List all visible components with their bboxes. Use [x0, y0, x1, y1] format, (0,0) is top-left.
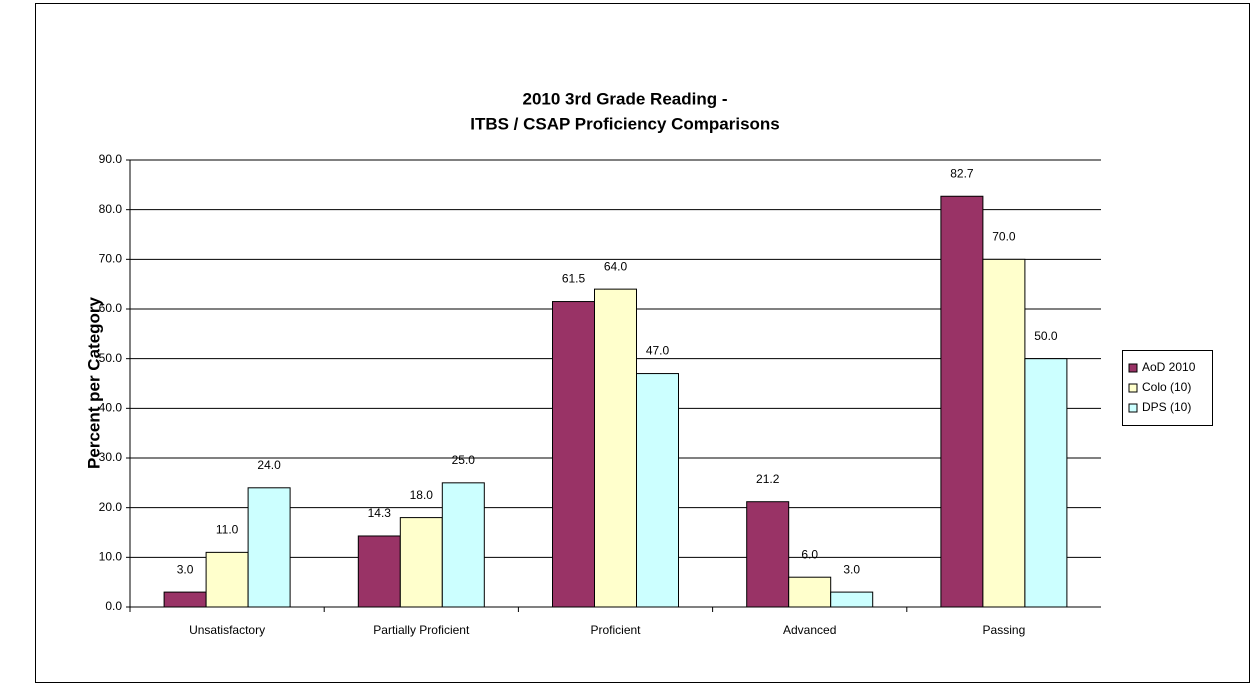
data-label: 47.0	[646, 344, 670, 358]
bar	[1024, 358, 1068, 608]
data-label: 3.0	[177, 562, 194, 576]
y-tick-label: 70.0	[99, 252, 123, 266]
bar	[552, 301, 595, 608]
bar	[441, 482, 485, 608]
y-tick-label: 10.0	[99, 550, 123, 564]
y-tick-label: 30.0	[99, 450, 123, 464]
legend-swatch	[1128, 363, 1138, 373]
y-tick-label: 40.0	[99, 401, 123, 415]
data-label: 21.2	[756, 472, 780, 486]
bar	[357, 535, 401, 608]
x-tick-label: Unsatisfactory	[189, 623, 265, 637]
y-tick-label: 90.0	[99, 152, 123, 166]
bar	[247, 487, 291, 608]
bar	[982, 258, 1026, 608]
data-label: 11.0	[216, 523, 239, 537]
bar	[163, 591, 207, 608]
legend-label: AoD 2010	[1142, 360, 1196, 374]
y-tick-label: 20.0	[99, 500, 123, 514]
bar	[746, 501, 790, 608]
legend-swatch	[1128, 403, 1138, 413]
bar	[594, 288, 637, 608]
y-tick-label: 0.0	[105, 599, 122, 613]
data-label: 82.7	[950, 166, 974, 180]
x-tick-label: Proficient	[590, 623, 641, 637]
bar	[788, 576, 832, 608]
bar	[399, 517, 443, 608]
x-tick-label: Advanced	[783, 623, 836, 637]
y-tick-label: 50.0	[99, 351, 123, 365]
data-label: 24.0	[257, 458, 281, 472]
data-label: 18.0	[410, 488, 434, 502]
data-label: 6.0	[801, 547, 818, 561]
x-tick-label: Partially Proficient	[373, 623, 470, 637]
data-label: 3.0	[843, 562, 860, 576]
legend-swatch	[1128, 383, 1138, 393]
chart-title: 2010 3rd Grade Reading -	[522, 89, 727, 108]
bar	[830, 591, 874, 608]
y-axis-label: Percent per Category	[84, 296, 103, 468]
legend-label: Colo (10)	[1142, 380, 1191, 394]
data-label: 64.0	[604, 259, 628, 273]
data-label: 25.0	[452, 453, 476, 467]
x-tick-label: Passing	[983, 623, 1026, 637]
bar	[205, 551, 249, 608]
data-label: 50.0	[1034, 329, 1058, 343]
y-tick-label: 60.0	[99, 301, 123, 315]
legend-label: DPS (10)	[1142, 400, 1191, 414]
data-label: 14.3	[368, 506, 392, 520]
bar	[636, 373, 679, 608]
data-label: 61.5	[562, 272, 586, 286]
data-label: 70.0	[992, 230, 1016, 244]
y-tick-label: 80.0	[99, 202, 123, 216]
bar	[940, 195, 984, 608]
chart-title: ITBS / CSAP Proficiency Comparisons	[470, 114, 780, 133]
